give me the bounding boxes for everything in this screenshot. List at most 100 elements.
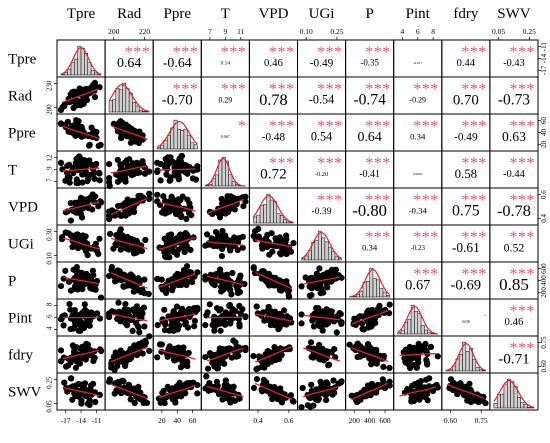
significance-stars: ***	[365, 192, 391, 209]
significance-stars: ***	[317, 118, 343, 135]
scatter-point	[252, 228, 258, 234]
tick-label: -17	[540, 65, 548, 75]
scatter-point	[61, 380, 67, 386]
cell-tpre-swv: -0.43***	[490, 40, 538, 77]
histogram-bar	[408, 319, 411, 334]
scatter-point	[184, 244, 190, 250]
tick-label: 40	[174, 416, 182, 425]
scatter-point	[254, 303, 260, 309]
cell-fdry-ppre	[153, 336, 201, 373]
scatter-point	[108, 267, 114, 273]
histogram-bar	[386, 295, 389, 297]
cell-ugi-t	[201, 225, 249, 262]
scatter-point	[412, 382, 418, 388]
tick-label: 0.75	[540, 336, 548, 349]
cell-ugi-ugi	[298, 225, 346, 262]
histogram-bar	[322, 238, 325, 260]
tick-label: 0.4	[253, 416, 263, 425]
histogram-bar	[181, 130, 184, 149]
cell-rad-rad	[105, 77, 153, 114]
cell-vpd-ppre	[153, 188, 201, 225]
scatter-point	[161, 307, 167, 313]
scatter-point	[69, 244, 75, 250]
cell-rad-ppre: -0.70***	[153, 77, 201, 114]
histogram-bar	[116, 88, 119, 112]
scatter-point	[365, 341, 371, 347]
histogram-bar	[366, 281, 369, 297]
row-label-vpd: VPD	[8, 200, 38, 216]
scatter-point	[228, 291, 234, 297]
cell-vpd-t	[201, 188, 249, 225]
significance-stars: ***	[413, 118, 439, 135]
tick-label: 200	[540, 287, 548, 298]
cell-ppre-ppre	[153, 114, 201, 151]
scatter-point	[210, 361, 216, 367]
scatter-point	[112, 278, 118, 284]
scatter-point	[229, 270, 235, 276]
scatter-point	[106, 310, 112, 316]
significance-stars: ***	[413, 229, 439, 246]
cell-border	[394, 40, 442, 77]
scatter-point	[457, 382, 463, 388]
tick-label: 8	[46, 302, 54, 306]
scatter-point	[338, 380, 344, 386]
cell-fdry-rad	[105, 333, 153, 373]
scatter-point	[179, 163, 185, 169]
histogram-bar	[64, 73, 67, 75]
tick-label: 0.25	[330, 27, 343, 36]
scatter-point	[58, 160, 64, 166]
histogram-bar	[257, 215, 260, 223]
scatter-point	[178, 214, 184, 220]
scatter-point	[170, 284, 176, 290]
significance-stars: ***	[365, 44, 391, 61]
cell-t-pint: 0.0061	[394, 151, 442, 188]
tick-label: 0.6	[540, 190, 548, 199]
cell-ppre-t: 0.067*	[201, 114, 249, 151]
scatter-point	[189, 279, 195, 285]
scatter-point	[207, 301, 213, 307]
cell-fdry-ugi	[298, 336, 346, 373]
scatter-point	[329, 392, 335, 398]
scatter-point	[82, 380, 88, 386]
scatter-point	[219, 232, 225, 238]
scatter-point	[251, 385, 257, 391]
histogram-bar	[74, 59, 77, 75]
scatter-point	[173, 323, 179, 329]
cell-p-fdry: -0.69***	[442, 262, 490, 299]
scatter-point	[240, 203, 246, 209]
scatter-point	[288, 392, 294, 398]
cell-swv-vpd	[249, 373, 297, 410]
scatter-point	[77, 361, 83, 367]
scatter-point	[128, 396, 134, 402]
histogram-bar	[164, 141, 167, 149]
scatter-point	[264, 232, 270, 238]
scatter-point	[355, 341, 361, 347]
scatter-point	[271, 321, 277, 327]
cell-p-pint: 0.67***	[394, 262, 442, 299]
significance-stars: ***	[269, 44, 295, 61]
cell-ugi-fdry: -0.61***	[442, 225, 490, 262]
scatter-point	[60, 104, 66, 110]
column-label-t: T	[221, 6, 230, 22]
cell-p-swv: 0.85***	[490, 262, 538, 299]
scatter-point	[215, 383, 221, 389]
cell-t-rad	[105, 151, 153, 189]
histogram-bar	[376, 280, 379, 297]
tick-label: 0.60	[444, 416, 457, 425]
tick-label: 0.05	[492, 27, 505, 36]
scatter-point	[172, 170, 178, 176]
histogram-bar	[428, 332, 431, 334]
scatter-point	[71, 345, 77, 351]
cell-vpd-tpre	[57, 188, 105, 225]
cell-ppre-pint: 0.34***	[394, 114, 442, 151]
histogram-bar	[229, 175, 232, 186]
scatter-point	[416, 397, 422, 403]
scatter-point	[123, 179, 129, 185]
scatter-point	[94, 310, 100, 316]
cell-pint-t	[201, 299, 249, 336]
cell-fdry-swv: -0.71***	[490, 336, 538, 373]
histogram-bar	[112, 100, 115, 112]
cell-ppre-fdry: -0.49***	[442, 114, 490, 151]
cell-t-swv: -0.44***	[490, 151, 538, 188]
scatter-point	[68, 375, 74, 381]
